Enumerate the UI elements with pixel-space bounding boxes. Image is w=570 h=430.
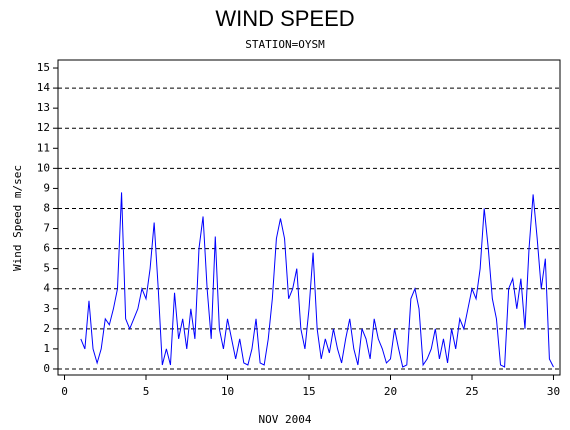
- y-tick-label: 11: [37, 141, 50, 154]
- chart-subtitle: STATION=OYSM: [245, 38, 325, 51]
- x-tick-label: 15: [302, 385, 315, 398]
- x-tick-label: 5: [143, 385, 150, 398]
- chart-title: WIND SPEED: [215, 6, 354, 31]
- y-tick-label: 14: [37, 81, 51, 94]
- y-tick-label: 0: [43, 362, 50, 375]
- y-tick-label: 9: [43, 181, 50, 194]
- y-tick-label: 5: [43, 262, 50, 275]
- y-tick-label: 2: [43, 322, 50, 335]
- data-line: [80, 192, 554, 368]
- y-tick-label: 13: [37, 101, 50, 114]
- y-tick-label: 8: [43, 201, 50, 214]
- y-tick-label: 4: [43, 282, 50, 295]
- y-tick-label: 12: [37, 121, 50, 134]
- y-tick-label: 1: [43, 342, 50, 355]
- y-axis-label: Wind Speed m/sec: [11, 165, 24, 271]
- y-tick-label: 15: [37, 61, 50, 74]
- x-tick-label: 25: [465, 385, 478, 398]
- y-tick-label: 6: [43, 242, 50, 255]
- x-tick-label: 10: [221, 385, 234, 398]
- x-axis-label: NOV 2004: [259, 413, 312, 426]
- x-tick-label: 20: [384, 385, 397, 398]
- x-tick-label: 0: [61, 385, 68, 398]
- y-tick-label: 10: [37, 161, 50, 174]
- y-tick-label: 3: [43, 302, 50, 315]
- x-tick-label: 30: [547, 385, 560, 398]
- y-tick-label: 7: [43, 222, 50, 235]
